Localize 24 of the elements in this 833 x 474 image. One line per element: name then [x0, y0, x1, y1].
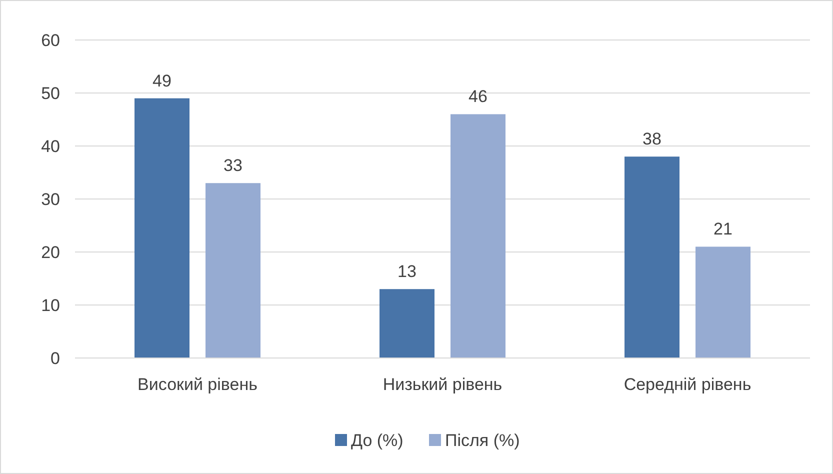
data-label: 13 — [398, 262, 416, 282]
y-tick-label: 50 — [41, 84, 60, 103]
bar — [380, 289, 434, 358]
data-label: 46 — [468, 87, 488, 106]
x-tick-label: Низький рівень — [382, 375, 502, 394]
bar — [696, 246, 750, 358]
y-tick-label: 60 — [41, 30, 60, 50]
data-label: 21 — [714, 220, 732, 239]
y-tick-label: 40 — [41, 136, 60, 156]
data-label: 38 — [642, 130, 662, 149]
bar — [450, 114, 506, 358]
bar — [134, 98, 190, 358]
x-tick-label: Середній рівень — [624, 375, 752, 394]
bar — [624, 156, 680, 358]
y-tick-label: 20 — [41, 242, 60, 262]
legend-label: Після (%) — [445, 430, 520, 450]
data-label: 33 — [224, 156, 242, 176]
x-tick-label: Високий рівень — [138, 375, 258, 394]
legend-label: До (%) — [351, 430, 404, 450]
y-tick-label: 10 — [41, 296, 60, 315]
y-tick-label: 0 — [50, 348, 60, 368]
bar — [206, 183, 260, 358]
y-tick-label: 30 — [41, 190, 60, 209]
data-label: 49 — [152, 71, 172, 90]
